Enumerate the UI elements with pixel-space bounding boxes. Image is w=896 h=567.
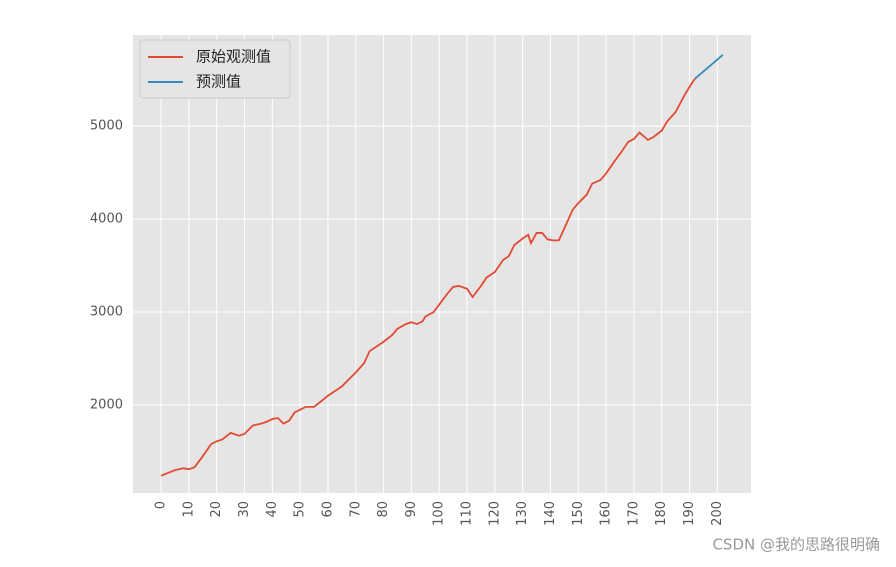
x-tick-label: 80 — [376, 501, 391, 518]
x-tick-label: 20 — [209, 501, 224, 518]
x-tick-label: 130 — [515, 501, 530, 526]
x-tick-label: 190 — [682, 501, 697, 526]
y-tick-label: 3000 — [90, 304, 123, 319]
legend-label: 预测值 — [196, 73, 241, 91]
legend-label: 原始观测值 — [196, 48, 271, 66]
y-tick-label: 5000 — [90, 118, 123, 133]
x-tick-label: 0 — [154, 501, 169, 509]
legend-box — [139, 39, 291, 99]
y-tick-label: 2000 — [90, 398, 123, 413]
x-tick-label: 110 — [460, 501, 475, 526]
line — [160, 78, 696, 477]
x-tick-label: 50 — [293, 501, 308, 518]
y-tick-label: 4000 — [90, 211, 123, 226]
plot-area — [133, 35, 751, 493]
x-tick-label: 60 — [320, 501, 335, 518]
x-tick-label: 70 — [348, 501, 363, 518]
x-tick-label: 150 — [571, 501, 586, 526]
x-tick-label: 30 — [237, 501, 252, 518]
x-tick-label: 160 — [599, 501, 614, 526]
x-tick-label: 120 — [487, 501, 502, 526]
line — [694, 54, 724, 80]
x-tick-label: 200 — [710, 501, 725, 526]
x-tick-label: 40 — [265, 501, 280, 518]
x-tick-label: 170 — [626, 501, 641, 526]
x-tick-label: 10 — [181, 501, 196, 518]
x-tick-label: 180 — [654, 501, 669, 526]
watermark: CSDN @我的思路很明确 — [712, 536, 880, 554]
x-tick-label: 100 — [432, 501, 447, 526]
x-tick-label: 140 — [543, 501, 558, 526]
x-tick-label: 90 — [404, 501, 419, 518]
